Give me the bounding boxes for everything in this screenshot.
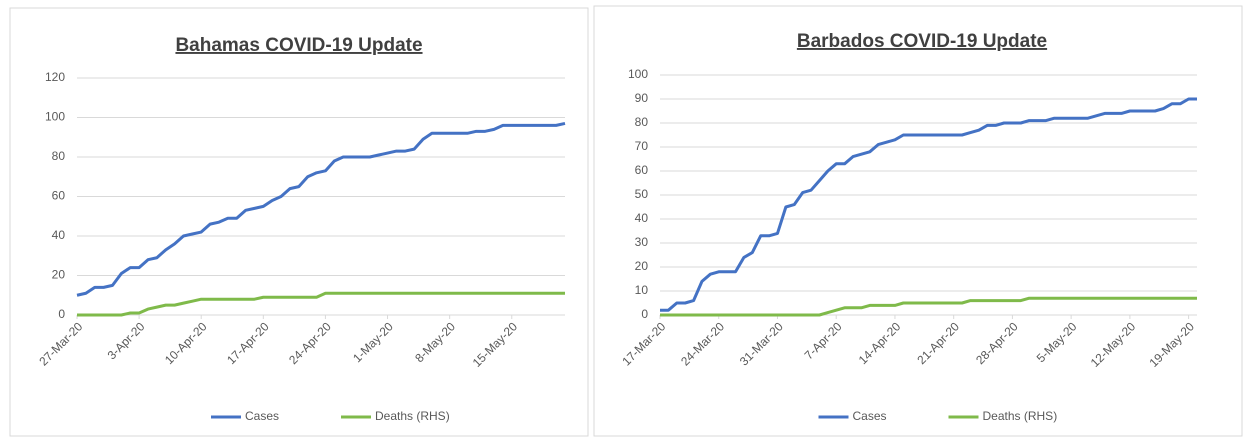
legend-label: Cases	[853, 409, 887, 423]
y-tick-label: 120	[45, 70, 65, 84]
y-tick-label: 80	[52, 149, 66, 163]
y-tick-label: 60	[635, 163, 649, 177]
y-tick-label: 60	[52, 189, 66, 203]
y-tick-label: 40	[52, 228, 66, 242]
y-tick-label: 20	[52, 268, 66, 282]
y-tick-label: 100	[628, 67, 648, 81]
y-tick-label: 80	[635, 115, 649, 129]
y-tick-label: 10	[635, 283, 649, 297]
y-tick-label: 0	[641, 307, 648, 321]
chart-title: Bahamas COVID-19 Update	[175, 35, 422, 56]
legend-label: Deaths (RHS)	[375, 409, 450, 423]
legend-label: Deaths (RHS)	[983, 409, 1058, 423]
panel-frame	[593, 5, 1243, 437]
series-line	[660, 296, 1197, 317]
chart-title: Barbados COVID-19 Update	[797, 31, 1047, 52]
legend-label: Cases	[245, 409, 279, 423]
series-line	[76, 121, 566, 297]
series-line	[77, 291, 565, 317]
panel-frame	[9, 7, 589, 437]
series-line	[660, 97, 1197, 312]
y-tick-label: 0	[58, 307, 65, 321]
y-tick-label: 70	[635, 139, 649, 153]
y-tick-label: 40	[635, 211, 649, 225]
y-tick-label: 90	[635, 91, 649, 105]
y-tick-label: 30	[635, 235, 649, 249]
y-tick-label: 20	[635, 259, 649, 273]
y-tick-label: 100	[45, 110, 65, 124]
y-tick-label: 50	[635, 187, 649, 201]
